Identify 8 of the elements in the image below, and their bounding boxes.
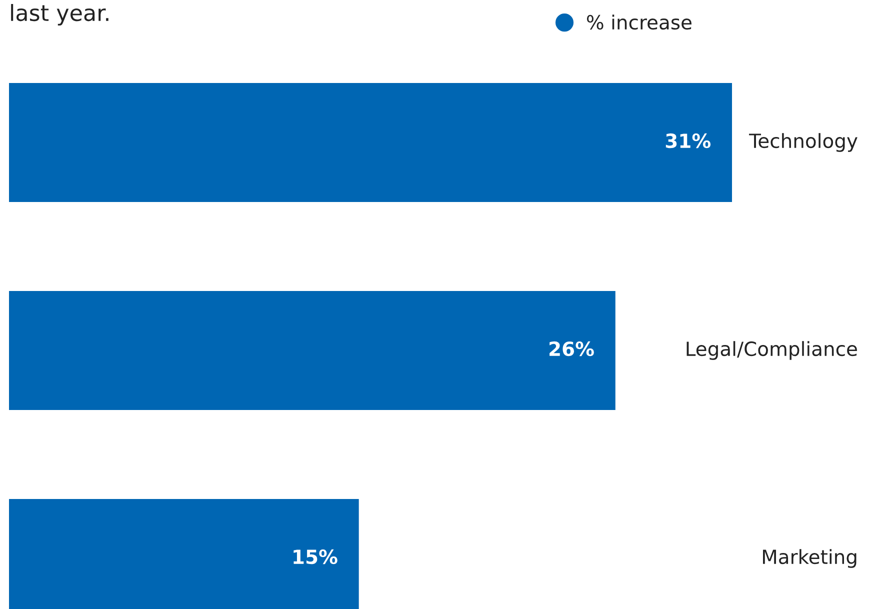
data-label: 26% bbox=[550, 341, 594, 356]
data-label: 15% bbox=[294, 549, 338, 564]
y-tick-label: Technology bbox=[749, 133, 858, 152]
y-tick-label: Legal/Compliance bbox=[686, 341, 857, 360]
y-tick-label: Marketing bbox=[763, 549, 856, 568]
chart-title: last year. bbox=[11, 4, 108, 26]
legend-label: % increase bbox=[586, 14, 692, 30]
data-label: 31% bbox=[666, 133, 711, 148]
